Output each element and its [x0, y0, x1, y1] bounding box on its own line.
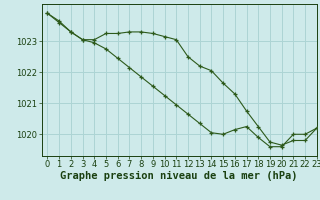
X-axis label: Graphe pression niveau de la mer (hPa): Graphe pression niveau de la mer (hPa): [60, 171, 298, 181]
